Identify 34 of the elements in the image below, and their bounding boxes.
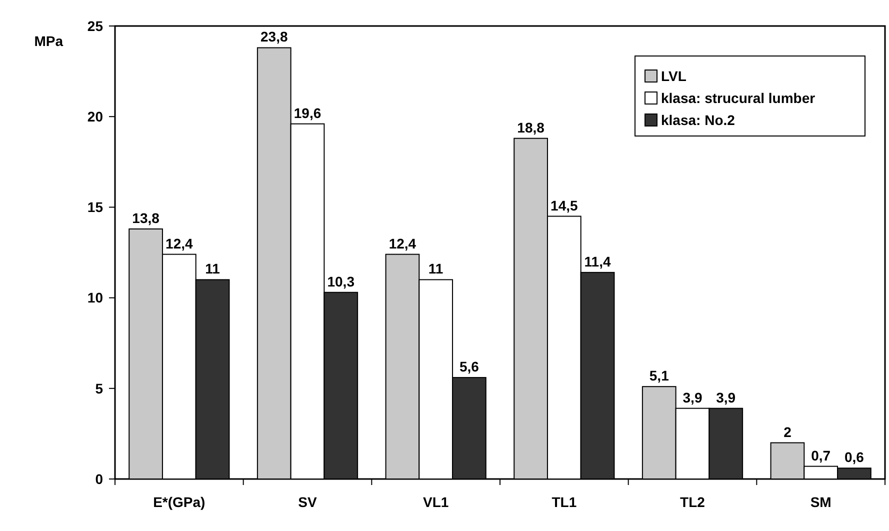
y-tick-label: 20 xyxy=(87,108,104,124)
x-tick-label: VL1 xyxy=(422,494,449,510)
data-label: 12,4 xyxy=(388,235,416,252)
data-label: 0,6 xyxy=(844,449,864,466)
legend-label: klasa: No.2 xyxy=(661,112,736,128)
x-tick-label: TL1 xyxy=(552,494,577,510)
data-label: 23,8 xyxy=(260,28,288,45)
data-label: 11 xyxy=(428,260,444,277)
data-label: 5,6 xyxy=(459,358,480,375)
x-tick-label: SM xyxy=(810,494,832,510)
data-label: 3,9 xyxy=(716,389,736,406)
data-label: 11,4 xyxy=(584,253,611,270)
data-label: 12,4 xyxy=(166,235,194,252)
y-tick-label: 5 xyxy=(95,380,104,396)
y-tick-label: 15 xyxy=(87,199,104,216)
x-tick-label: SV xyxy=(298,494,318,510)
data-label: 14,5 xyxy=(550,197,578,214)
legend-label: klasa: strucural lumber xyxy=(661,90,816,106)
data-label: 3,9 xyxy=(682,389,702,406)
data-label: 13,8 xyxy=(132,210,160,226)
data-label: 5,1 xyxy=(649,368,670,384)
x-tick-label: TL2 xyxy=(680,494,706,510)
data-label: 11 xyxy=(205,260,220,277)
y-axis-title: MPa xyxy=(34,33,64,49)
data-label: 2 xyxy=(784,424,792,440)
x-tick-label: E*(GPa) xyxy=(153,494,206,510)
legend-label: LVL xyxy=(661,68,687,84)
y-tick-label: 0 xyxy=(95,470,104,487)
data-label: 10,3 xyxy=(327,273,355,290)
y-tick-label: 10 xyxy=(87,290,104,306)
y-tick-label: 25 xyxy=(87,18,104,34)
data-label: 19,6 xyxy=(294,104,322,121)
data-label: 18,8 xyxy=(517,119,545,136)
data-label: 0,7 xyxy=(811,447,831,464)
